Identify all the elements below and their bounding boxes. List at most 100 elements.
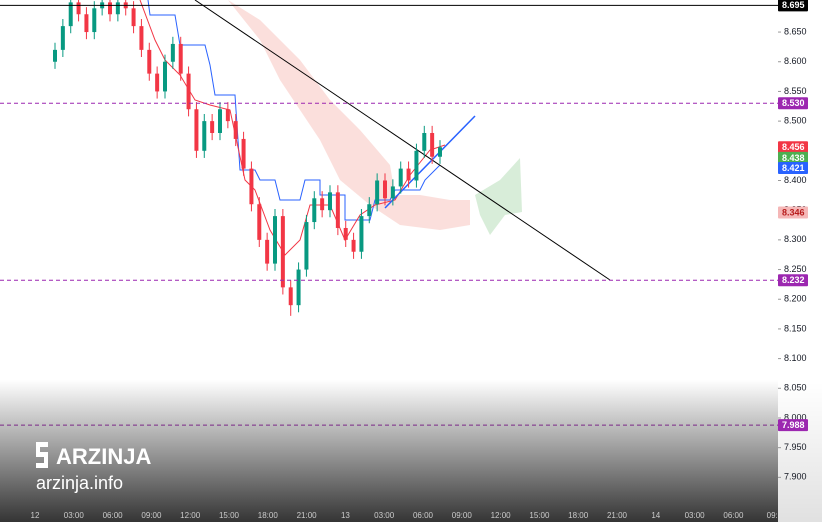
candle-body xyxy=(92,8,97,33)
price-tag xyxy=(778,274,808,287)
candle-body xyxy=(170,43,175,62)
price-tag xyxy=(778,162,808,175)
y-tick-label: 8.100 xyxy=(784,353,807,363)
base-line xyxy=(147,0,441,221)
price-tag-label: 8.421 xyxy=(782,163,805,173)
candle-body xyxy=(390,186,395,199)
candle-body xyxy=(210,121,215,133)
price-tag-label: 8.456 xyxy=(782,142,805,152)
logo xyxy=(36,442,48,468)
candle-body xyxy=(115,2,120,15)
candle-body xyxy=(438,147,442,157)
candle-body xyxy=(249,168,254,205)
candle-body xyxy=(53,49,57,62)
price-tag xyxy=(778,419,808,432)
candle-body xyxy=(186,73,191,110)
candle-body xyxy=(147,49,152,74)
fade-overlay xyxy=(0,380,822,522)
candle-body xyxy=(359,216,364,252)
trend-line xyxy=(384,115,476,209)
candle-body xyxy=(312,198,317,223)
price-tag xyxy=(778,206,808,219)
price-tag xyxy=(778,151,808,164)
y-tick-label: 8.550 xyxy=(784,86,807,96)
price-tag-label: 8.438 xyxy=(782,153,805,163)
y-tick-label: 8.300 xyxy=(784,234,807,244)
candle-body xyxy=(296,269,301,306)
candle-body xyxy=(163,61,167,92)
x-tick-label: 15:00 xyxy=(219,511,240,520)
candle-body xyxy=(76,2,81,15)
x-tick-label: 21:00 xyxy=(297,511,318,520)
candle-body xyxy=(131,8,136,27)
y-tick-label: 8.000 xyxy=(784,412,807,422)
candle-body xyxy=(304,222,309,270)
x-tick-label: 14 xyxy=(651,511,660,520)
candle-body xyxy=(84,14,89,33)
candle-body xyxy=(351,239,356,252)
y-tick-label: 7.900 xyxy=(784,472,807,482)
candle-body xyxy=(422,132,427,151)
ichimoku-cloud xyxy=(228,0,470,230)
price-tag-label: 8.530 xyxy=(782,98,805,108)
candle-body xyxy=(265,239,270,264)
candle-body xyxy=(139,26,144,50)
y-tick-label: 8.050 xyxy=(784,383,807,393)
candle-body xyxy=(108,2,112,15)
y-tick-label: 8.500 xyxy=(784,115,807,125)
x-tick-label: 18:00 xyxy=(258,511,279,520)
candle-body xyxy=(328,192,332,211)
y-tick-label: 8.650 xyxy=(784,26,807,36)
candle-body xyxy=(273,216,277,264)
price-tag xyxy=(778,97,808,110)
y-tick-label: 8.400 xyxy=(784,175,807,185)
x-tick-label: 09:00 xyxy=(452,511,473,520)
candle-body xyxy=(335,192,340,228)
candle-body xyxy=(241,138,246,169)
candle-body xyxy=(398,168,403,187)
x-tick-label: 12:00 xyxy=(180,511,201,520)
trend-line xyxy=(194,0,611,281)
candle-body xyxy=(430,132,435,157)
candle-body xyxy=(225,109,230,122)
x-tick-label: 18:00 xyxy=(568,511,589,520)
candle-body xyxy=(68,2,73,27)
candle-body xyxy=(60,26,65,50)
price-tag xyxy=(778,141,808,154)
x-tick-label: 15:00 xyxy=(529,511,550,520)
price-tag xyxy=(778,0,808,12)
candle-body xyxy=(155,73,160,92)
x-tick-label: 03:00 xyxy=(64,511,85,520)
price-tag-label: 8.232 xyxy=(782,275,805,285)
x-tick-label: 06:00 xyxy=(413,511,434,520)
x-tick-label: 06:00 xyxy=(723,511,744,520)
x-tick-label: 03:00 xyxy=(374,511,395,520)
x-tick-label: 03:00 xyxy=(685,511,706,520)
ichimoku-cloud xyxy=(475,158,522,235)
conversion-line xyxy=(139,0,446,256)
candle-body xyxy=(406,168,411,181)
candle-body xyxy=(194,109,199,151)
y-tick-label: 8.200 xyxy=(784,294,807,304)
candle-body xyxy=(375,180,380,205)
x-tick-label: 09:00 xyxy=(141,511,162,520)
price-tag-label: 7.988 xyxy=(782,420,805,430)
candle-body xyxy=(288,287,293,306)
candle-body xyxy=(218,109,222,133)
x-tick-label: 13 xyxy=(341,511,350,520)
x-tick-label: 06:00 xyxy=(103,511,124,520)
candle-body xyxy=(414,150,419,181)
candle-body xyxy=(280,216,285,288)
site: arzinja.info xyxy=(36,473,123,493)
y-tick-label: 8.600 xyxy=(784,56,807,66)
plot-area xyxy=(139,0,611,281)
price-tag-label: 8.346 xyxy=(782,207,805,217)
x-tick-label: 12 xyxy=(31,511,40,520)
x-tick-label: 21:00 xyxy=(607,511,628,520)
watermark: ARZINJA arzinja.info xyxy=(36,442,151,493)
x-tick-label: 12:00 xyxy=(491,511,512,520)
y-tick-label: 7.950 xyxy=(784,442,807,452)
price-axis xyxy=(778,0,822,522)
y-tick-label: 8.150 xyxy=(784,323,807,333)
